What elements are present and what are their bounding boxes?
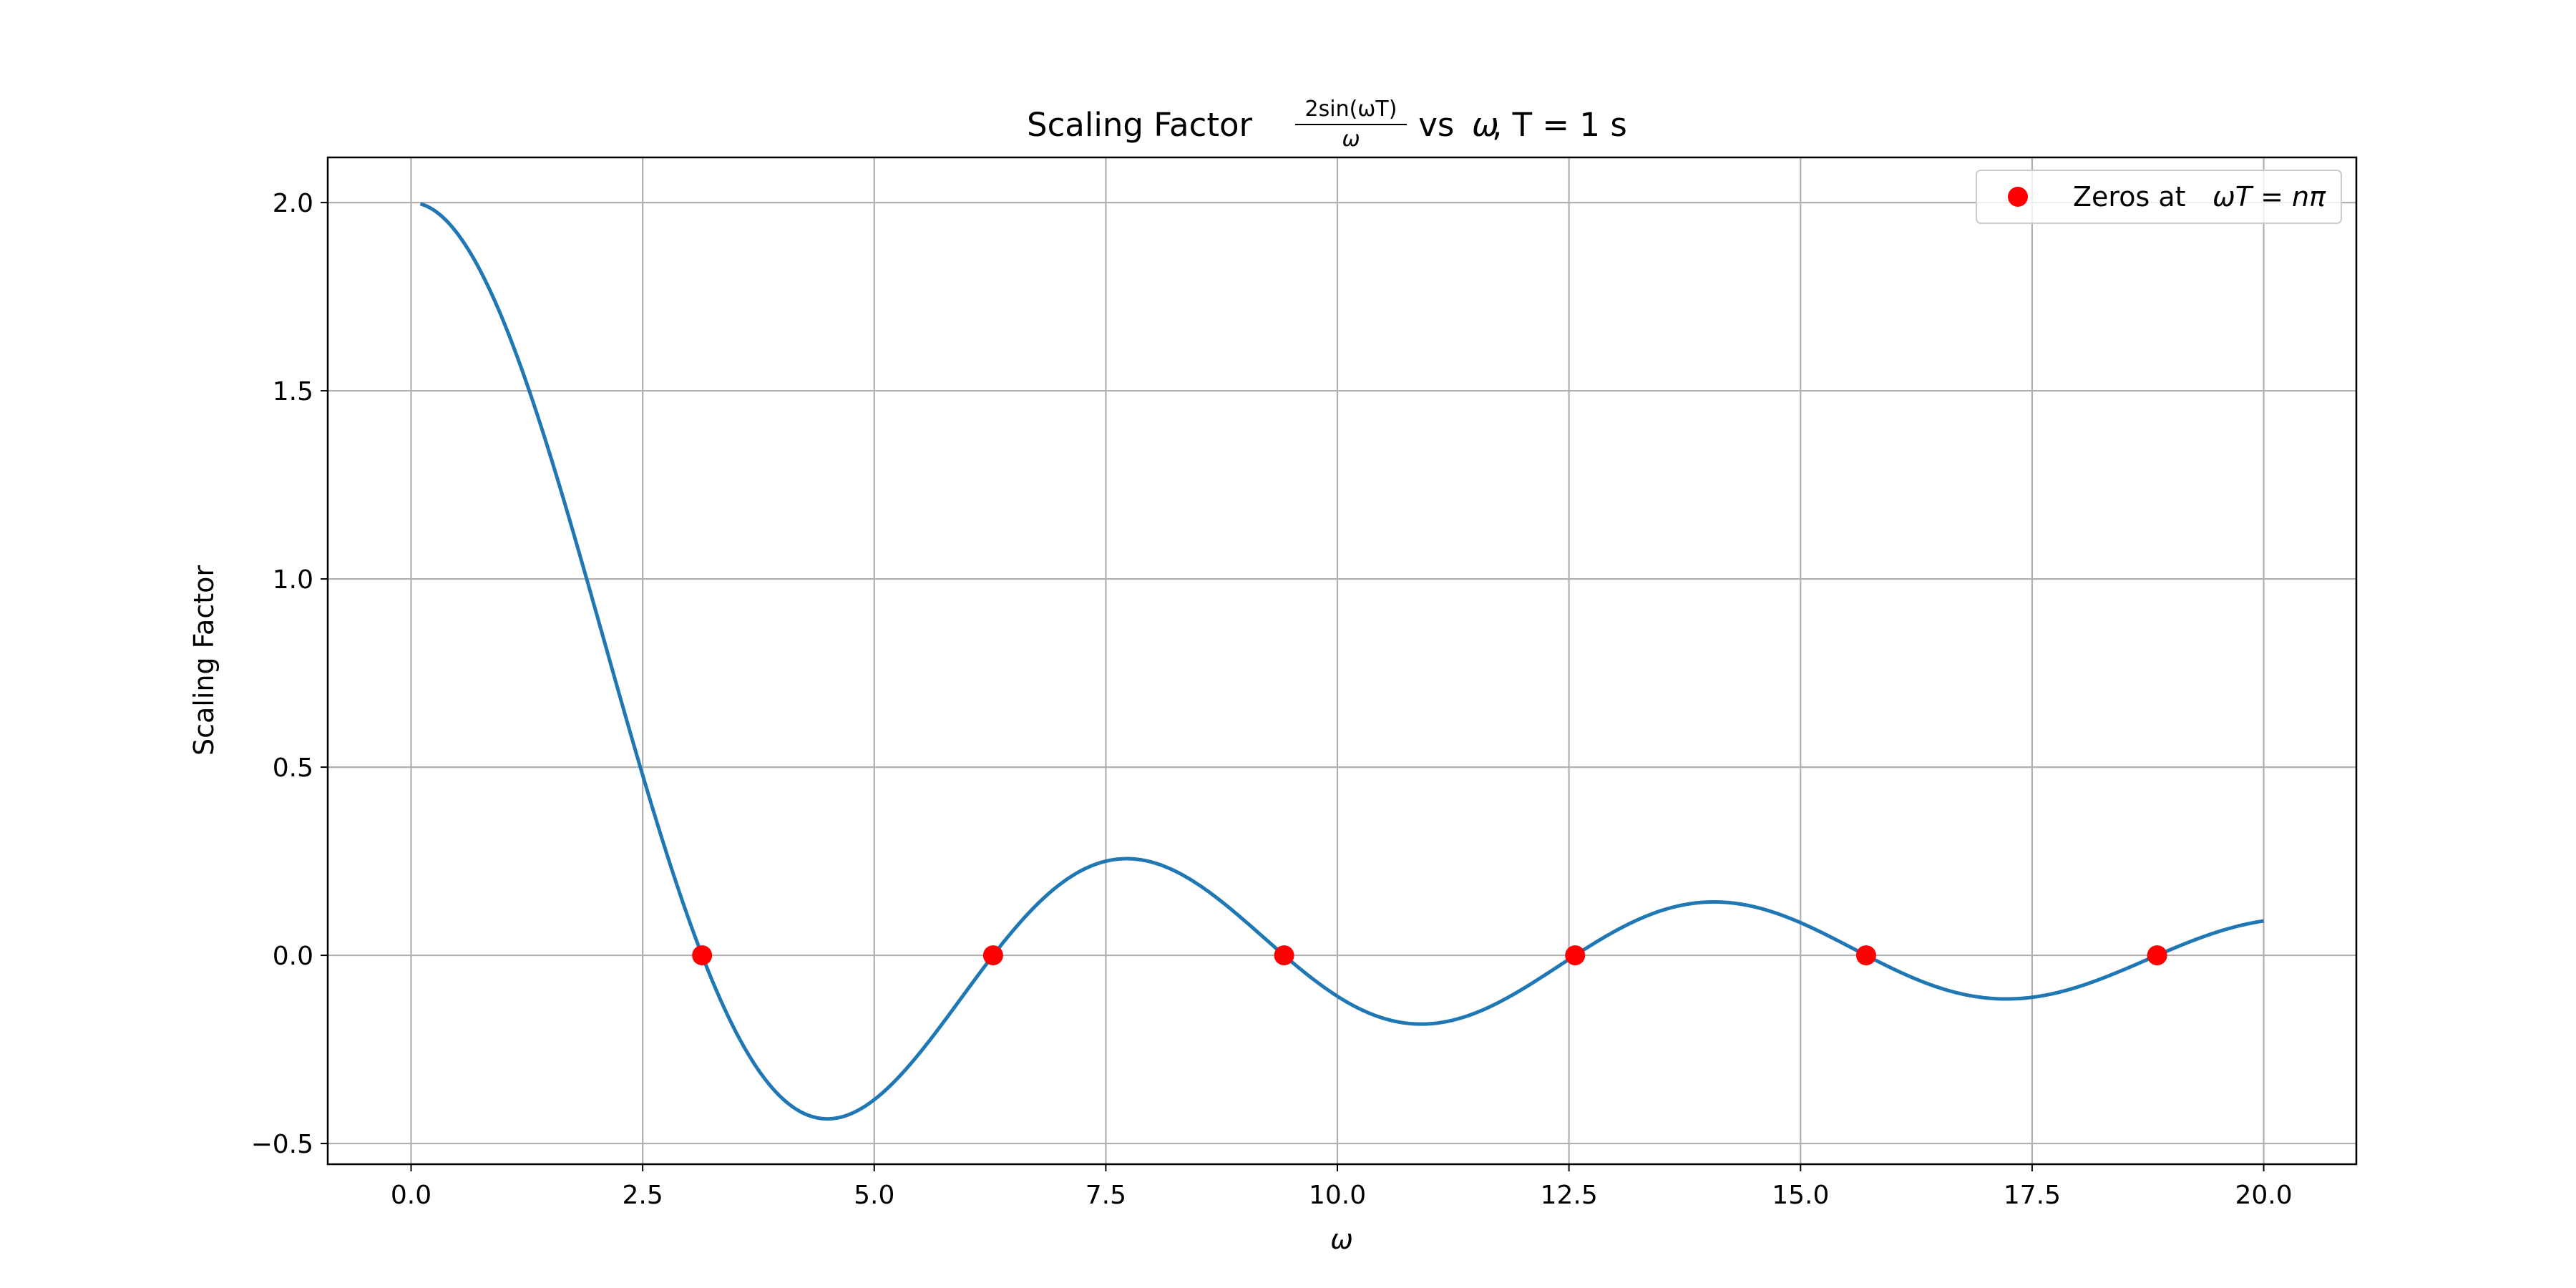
curve-series	[419, 202, 2264, 1121]
title-suffix-lead: vs	[1408, 106, 1465, 144]
title-suffix: , T = 1 s	[1492, 106, 1627, 144]
x-axis-ticks: 0.0 2.5 5.0 7.5 10.0 12.5 15.0 17.5 20.0	[391, 1164, 2293, 1210]
zero-point	[1565, 945, 1586, 966]
x-tick-label: 7.5	[1085, 1181, 1126, 1210]
zero-point	[2147, 945, 2167, 966]
zero-point	[982, 945, 1003, 966]
title-fraction-denominator: ω	[1342, 127, 1360, 152]
x-tick-label: 15.0	[1772, 1181, 1829, 1210]
y-axis-ticks: −0.5 0.0 0.5 1.0 1.5 2.0	[251, 189, 328, 1159]
zero-point	[1855, 945, 1876, 966]
zeros-series	[692, 945, 2167, 966]
x-tick-label: 20.0	[2235, 1181, 2292, 1210]
y-tick-label: −0.5	[251, 1130, 313, 1159]
x-tick-label: 2.5	[623, 1181, 663, 1210]
legend-zeros-marker	[2008, 187, 2028, 207]
title-suffix-omega: ω	[1472, 106, 1499, 144]
zero-point	[1274, 945, 1294, 966]
y-tick-label: 1.0	[273, 565, 313, 595]
y-tick-label: 0.5	[273, 753, 313, 783]
plot-frame	[326, 156, 2358, 1166]
legend-zeros-label-math: ωT = nπ	[2212, 181, 2326, 213]
y-tick-label: 2.0	[273, 189, 313, 218]
grid	[328, 157, 2356, 1164]
x-tick-label: 10.0	[1309, 1181, 1366, 1210]
legend-zeros-label-prefix: Zeros at	[2073, 181, 2195, 213]
zero-point	[692, 945, 713, 966]
x-tick-label: 12.5	[1541, 1181, 1598, 1210]
x-tick-label: 0.0	[391, 1181, 431, 1210]
title-fraction-numerator: 2sin(ωT)	[1305, 97, 1397, 122]
x-tick-label: 17.5	[2004, 1181, 2061, 1210]
chart-title: Scaling Factor 2sin(ωT) ω vs ω , T = 1 s	[1027, 97, 1627, 152]
y-axis-label: Scaling Factor	[188, 565, 220, 756]
legend-box	[1976, 170, 2342, 224]
x-tick-label: 5.0	[854, 1181, 894, 1210]
y-tick-label: 0.0	[273, 942, 313, 971]
scaling-factor-curve	[419, 202, 2264, 1121]
y-tick-label: 1.5	[273, 377, 313, 406]
x-axis-label: ω	[1330, 1224, 1353, 1255]
title-prefix: Scaling Factor	[1027, 106, 1253, 144]
legend: Zeros at ωT = nπ	[1976, 170, 2342, 224]
